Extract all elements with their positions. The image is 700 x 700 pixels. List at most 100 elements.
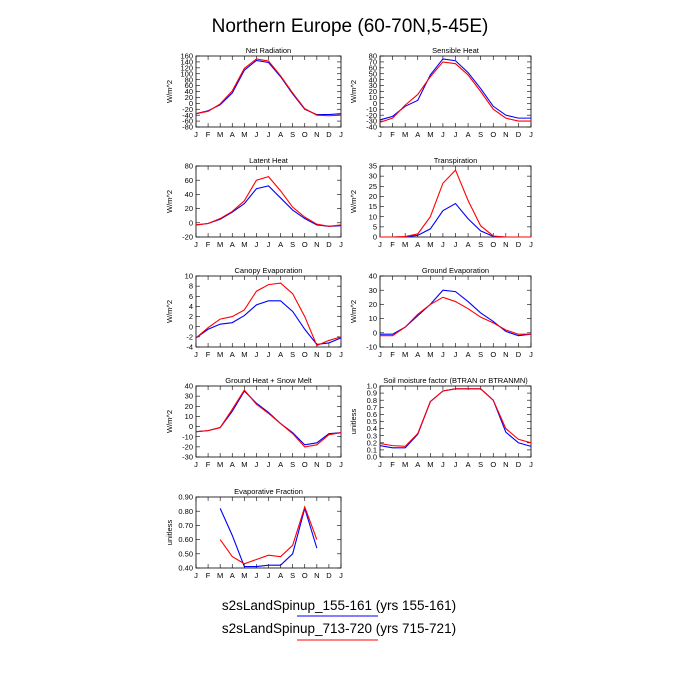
x-tick-label: N: [314, 571, 319, 580]
y-tick-label: 0: [373, 99, 377, 108]
x-tick-label: N: [314, 240, 319, 249]
y-tick-label: 0.9: [367, 389, 377, 398]
x-tick-label: M: [217, 350, 223, 359]
y-tick-label: 80: [369, 52, 377, 61]
x-tick-label: A: [415, 350, 420, 359]
x-tick-label: A: [230, 240, 235, 249]
x-tick-label: J: [454, 350, 458, 359]
y-tick-label: -30: [182, 453, 193, 462]
x-tick-label: S: [478, 460, 483, 469]
y-axis-label: unitless: [349, 409, 358, 435]
y-tick-label: 60: [185, 81, 193, 90]
x-tick-label: M: [241, 240, 247, 249]
x-tick-label: J: [194, 130, 198, 139]
y-tick-label: 50: [369, 69, 377, 78]
x-tick-label: F: [390, 350, 395, 359]
y-tick-label: 4: [189, 302, 193, 311]
x-tick-label: N: [503, 350, 508, 359]
x-tick-label: M: [402, 460, 408, 469]
x-tick-label: A: [230, 350, 235, 359]
series-line-1: [195, 300, 342, 346]
x-tick-label: J: [378, 350, 382, 359]
x-tick-label: J: [267, 571, 271, 580]
plot-frame: [379, 165, 532, 238]
x-tick-label: F: [390, 240, 395, 249]
x-tick-label: A: [230, 571, 235, 580]
x-tick-label: J: [454, 460, 458, 469]
y-tick-label: 0.8: [367, 396, 377, 405]
y-tick-label: 0.3: [367, 431, 377, 440]
x-tick-label: J: [255, 240, 259, 249]
x-tick-label: J: [194, 571, 198, 580]
x-tick-label: M: [217, 571, 223, 580]
y-tick-label: 0.6: [367, 410, 377, 419]
y-tick-label: 10: [185, 272, 193, 281]
x-tick-label: O: [490, 460, 496, 469]
x-tick-label: J: [267, 460, 271, 469]
x-tick-label: A: [415, 460, 420, 469]
x-tick-label: J: [339, 240, 343, 249]
y-tick-label: 0: [189, 99, 193, 108]
y-tick-label: -20: [182, 442, 193, 451]
y-tick-label: -4: [186, 343, 193, 352]
y-tick-label: 10: [369, 212, 377, 221]
series-line-2: [219, 505, 318, 565]
x-tick-label: A: [278, 571, 283, 580]
series-line-2: [195, 58, 342, 117]
x-tick-label: J: [194, 350, 198, 359]
x-tick-label: S: [290, 240, 295, 249]
y-tick-label: -2: [186, 332, 193, 341]
y-tick-label: 100: [180, 69, 193, 78]
x-tick-label: J: [441, 130, 445, 139]
y-axis-label: W/m^2: [165, 300, 174, 323]
x-tick-label: M: [217, 130, 223, 139]
y-axis-label: W/m^2: [349, 300, 358, 323]
x-tick-label: A: [415, 130, 420, 139]
x-tick-label: J: [454, 240, 458, 249]
x-tick-label: J: [267, 240, 271, 249]
x-tick-label: A: [466, 460, 471, 469]
x-tick-label: A: [230, 130, 235, 139]
y-tick-label: 20: [185, 204, 193, 213]
panel-title: Sensible Heat: [432, 46, 480, 55]
y-tick-label: 160: [180, 52, 193, 61]
y-tick-label: 30: [185, 392, 193, 401]
plot-frame: [195, 385, 342, 458]
y-tick-label: 0.5: [367, 417, 377, 426]
x-tick-label: D: [516, 460, 522, 469]
y-tick-label: 120: [180, 63, 193, 72]
y-tick-label: 20: [369, 192, 377, 201]
series-line-2: [379, 61, 531, 123]
x-tick-label: M: [241, 571, 247, 580]
x-tick-label: M: [402, 240, 408, 249]
y-tick-label: 80: [185, 162, 193, 171]
y-tick-label: 0.60: [178, 535, 193, 544]
y-tick-label: 20: [185, 402, 193, 411]
y-tick-label: -40: [366, 123, 377, 132]
y-axis-label: W/m^2: [165, 410, 174, 433]
x-tick-label: F: [206, 130, 211, 139]
x-tick-label: J: [529, 460, 533, 469]
x-tick-label: A: [278, 350, 283, 359]
x-tick-label: F: [206, 571, 211, 580]
panel-title: Soil moisture factor (BTRAN or BTRANMN): [383, 376, 528, 385]
x-tick-label: J: [255, 571, 259, 580]
y-tick-label: 8: [189, 282, 193, 291]
y-tick-label: 80: [185, 75, 193, 84]
y-tick-label: 10: [369, 314, 377, 323]
panel-title: Ground Heat + Snow Melt: [225, 376, 312, 385]
panel-title: Transpiration: [434, 156, 478, 165]
y-tick-label: -20: [182, 233, 193, 242]
y-tick-label: 0.1: [367, 446, 377, 455]
y-tick-label: 40: [185, 190, 193, 199]
y-tick-label: 20: [185, 93, 193, 102]
y-tick-label: -80: [182, 123, 193, 132]
x-tick-label: A: [466, 130, 471, 139]
x-tick-label: J: [529, 130, 533, 139]
x-tick-label: J: [441, 460, 445, 469]
